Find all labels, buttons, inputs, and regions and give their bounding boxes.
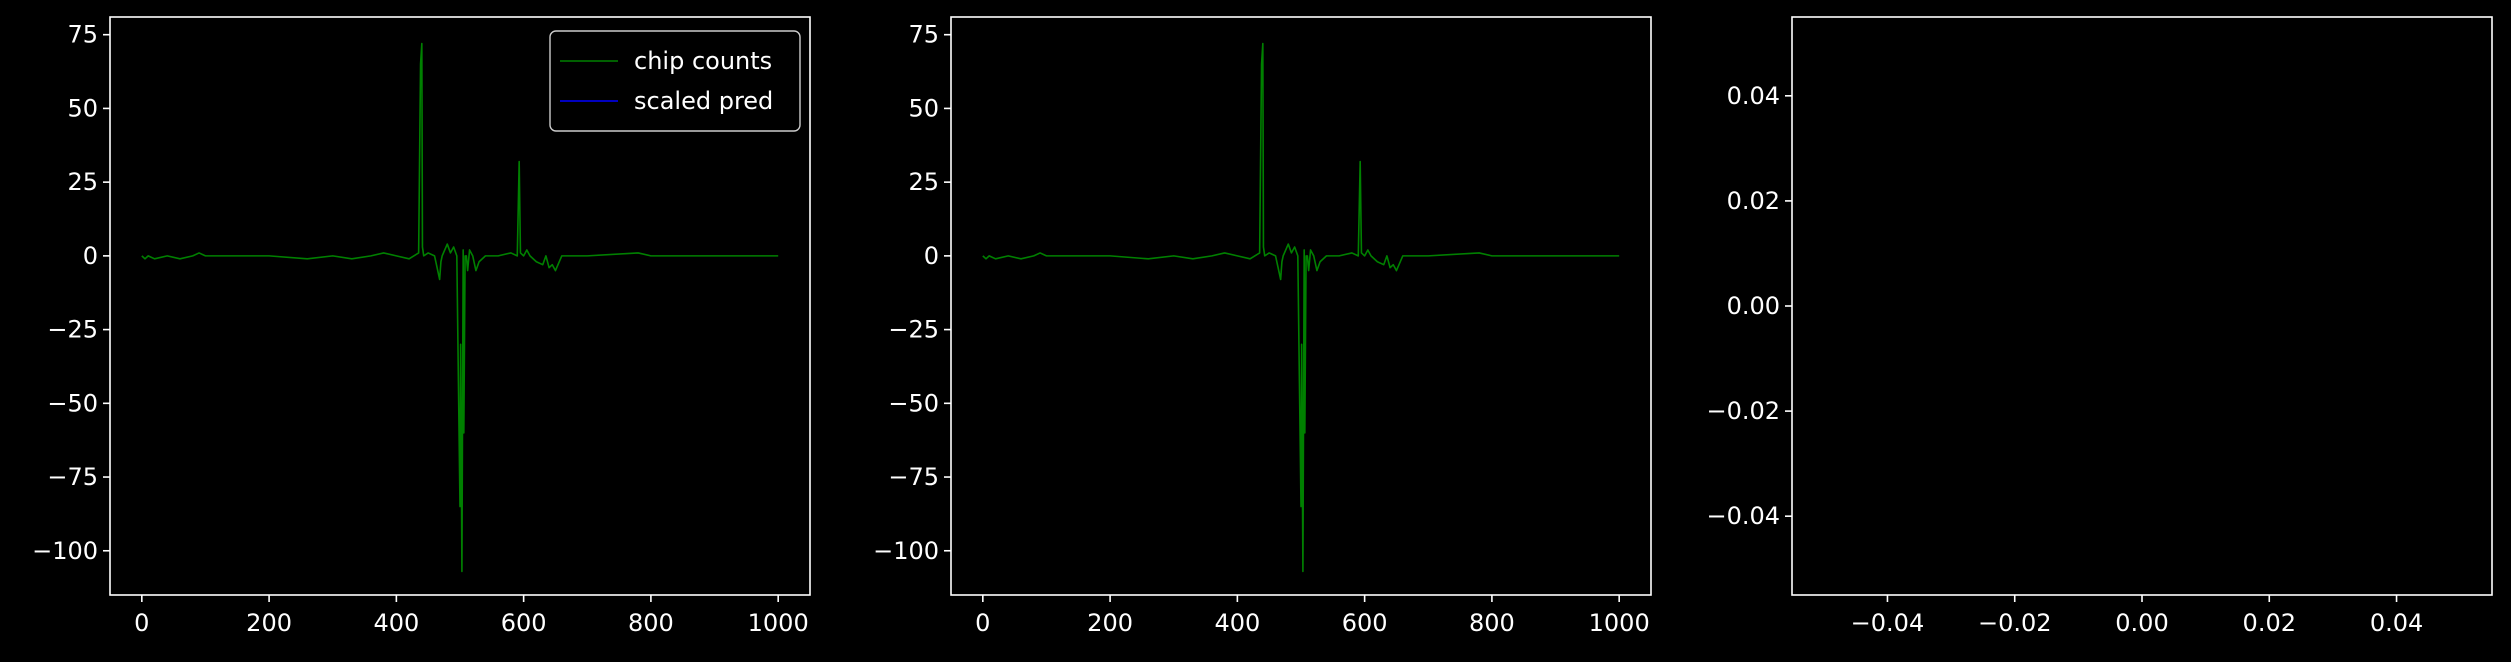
- y-tick-label: −100: [32, 537, 98, 565]
- series-line-1: [982, 42, 1620, 573]
- x-tick-label: 0.04: [2370, 609, 2423, 637]
- x-tick-label: 800: [628, 609, 674, 637]
- y-tick-label: −100: [873, 537, 939, 565]
- y-tick-label: −50: [47, 389, 98, 417]
- axes-frame: [109, 16, 811, 596]
- x-tick-label: −0.04: [1851, 609, 1925, 637]
- y-tick-label: 0.00: [1727, 292, 1780, 320]
- y-tick-label: 0.02: [1727, 187, 1780, 215]
- legend-box: [549, 30, 801, 132]
- x-tick-label: 600: [1342, 609, 1388, 637]
- x-tick-label: 1000: [1589, 609, 1650, 637]
- y-tick-label: 75: [67, 21, 98, 49]
- y-tick-label: −75: [47, 463, 98, 491]
- x-tick-label: 400: [1214, 609, 1260, 637]
- y-tick-label: 75: [908, 21, 939, 49]
- y-tick-label: −25: [888, 316, 939, 344]
- y-tick-label: −75: [888, 463, 939, 491]
- y-tick-label: 0: [83, 242, 98, 270]
- x-tick-label: 1000: [748, 609, 809, 637]
- y-tick-label: −0.02: [1706, 397, 1780, 425]
- axes-frame: [950, 16, 1652, 596]
- x-tick-label: 0.00: [2115, 609, 2168, 637]
- x-tick-label: 400: [373, 609, 419, 637]
- x-tick-label: −0.02: [1978, 609, 2052, 637]
- x-tick-label: 600: [501, 609, 547, 637]
- y-tick-label: −50: [888, 389, 939, 417]
- x-tick-label: 200: [1087, 609, 1133, 637]
- legend-label-1: chip counts: [634, 47, 772, 75]
- y-tick-label: 0: [924, 242, 939, 270]
- y-tick-label: 50: [908, 94, 939, 122]
- x-tick-label: 200: [246, 609, 292, 637]
- y-tick-label: −0.04: [1706, 502, 1780, 530]
- y-tick-label: 25: [908, 168, 939, 196]
- x-tick-label: 0: [975, 609, 990, 637]
- subplot-middle: 0 200 400 600 800 1000 75 50 25 0 −25 −50 −75 −100: [873, 16, 1652, 637]
- legend-label-2: scaled pred: [634, 87, 773, 115]
- y-tick-label: −25: [47, 316, 98, 344]
- subplot-right: −0.04 −0.02 0.00 0.02 0.04 0.04 0.02 0.00 −0.02 −…: [1706, 16, 2493, 637]
- x-tick-label: 800: [1469, 609, 1515, 637]
- x-tick-label: 0.02: [2243, 609, 2296, 637]
- y-tick-label: 0.04: [1727, 82, 1780, 110]
- series-line-1: [141, 42, 779, 573]
- subplot-left: 0 200 400 600 800 1000 75 50 25 0 −25 −50 −75 −100 chi…: [32, 16, 811, 637]
- x-tick-label: 0: [134, 609, 149, 637]
- y-tick-label: 25: [67, 168, 98, 196]
- y-tick-label: 50: [67, 94, 98, 122]
